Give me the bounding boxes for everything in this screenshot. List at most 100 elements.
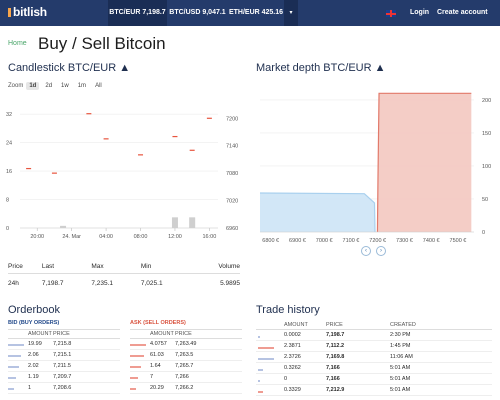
bid-depth-bar xyxy=(8,344,24,346)
ticker-eth-eur[interactable]: ETH/EUR 425.16 xyxy=(228,9,284,16)
zoom-2d-button[interactable]: 2d xyxy=(45,83,53,89)
depth-next-button[interactable]: › xyxy=(376,246,386,256)
bid-title: BID (BUY ORDERS) xyxy=(8,320,60,326)
depth-prev-button[interactable]: ‹ xyxy=(361,246,371,256)
volume-bar[interactable] xyxy=(171,217,178,228)
bid-header-row: AMOUNT PRICE xyxy=(8,329,120,339)
trade-amount-text: 0.0002 xyxy=(284,332,301,338)
create-account-link[interactable]: Create account xyxy=(437,9,488,16)
trade-amount: 0.0002 xyxy=(256,332,326,338)
bid-price-header: PRICE xyxy=(53,331,70,337)
bid-amount-header: AMOUNT xyxy=(28,331,52,337)
bid-order-row[interactable]: 2.02 7,211.5 xyxy=(8,361,120,372)
trade-price: 7,212.9 xyxy=(326,387,345,393)
trade-history-title: Trade history xyxy=(256,304,320,316)
ask-order-row[interactable]: 4.0757 7,263.49 xyxy=(130,339,242,350)
logo-text: bitlish xyxy=(13,5,47,19)
ask-amount: 61.03 xyxy=(130,352,175,358)
trade-row[interactable]: 2.3871 7,112.2 1:45 PM xyxy=(256,341,492,352)
candle[interactable] xyxy=(172,135,178,138)
bid-order-row[interactable]: 1.19 7,209.7 xyxy=(8,372,120,383)
ask-amount-text: 7 xyxy=(150,374,154,380)
zoom-1w-button[interactable]: 1w xyxy=(61,83,69,89)
candle[interactable] xyxy=(138,154,144,156)
candle[interactable] xyxy=(206,117,212,119)
depth-x-tick: 7300 € xyxy=(396,238,413,244)
zoom-all-button[interactable]: All xyxy=(95,83,102,89)
ask-amount-text: 1.64 xyxy=(150,363,161,369)
trade-amount: 0.3262 xyxy=(256,365,326,371)
trade-amount-text: 0 xyxy=(284,376,288,382)
trade-row[interactable]: 2.3726 7,169.8 11:06 AM xyxy=(256,352,492,363)
bid-order-row[interactable]: 19.99 7,215.8 xyxy=(8,339,120,350)
zoom-1d-button[interactable]: 1d xyxy=(26,82,40,90)
bid-order-row[interactable]: 2.06 7,215.1 xyxy=(8,350,120,361)
zoom-1m-button[interactable]: 1m xyxy=(77,83,87,89)
depth-bid-line xyxy=(259,192,376,233)
ask-amount-header: AMOUNT xyxy=(150,331,174,337)
bid-order-row[interactable]: 1 7,208.6 xyxy=(8,383,120,394)
candle-y-right-tick: 6960 xyxy=(226,226,238,232)
stats-header-last: Last xyxy=(41,260,92,274)
candle[interactable] xyxy=(103,138,109,140)
depth-y-tick: 50 xyxy=(482,197,488,203)
stats-table: Price Last Max Min Volume 24h 7,198.7 7,… xyxy=(8,260,240,290)
bid-amount-text: 19.99 xyxy=(28,341,42,347)
ask-depth-bar xyxy=(130,377,138,379)
ticker-dropdown-caret-icon[interactable]: ▾ xyxy=(284,0,298,26)
ask-amount: 7 xyxy=(130,374,175,380)
ask-price: 7,265.7 xyxy=(175,363,194,369)
ask-order-row[interactable]: 7 7,266 xyxy=(130,372,242,383)
candlestick-chart[interactable]: 0 8 16 24 32 6960 7020 7080 7140 7200 20:00 24. Mar… xyxy=(0,92,246,246)
candle[interactable] xyxy=(86,113,92,115)
ask-amount-text: 4.0757 xyxy=(150,341,167,347)
breadcrumb-home[interactable]: Home xyxy=(8,40,27,47)
depth-ask-area[interactable] xyxy=(377,93,472,232)
candle[interactable] xyxy=(189,149,195,151)
stats-header-min: Min xyxy=(140,260,191,274)
trade-size-bar xyxy=(258,391,263,393)
trade-created: 11:06 AM xyxy=(390,354,413,360)
trade-price-header: PRICE xyxy=(326,321,343,328)
depth-x-tick: 7200 € xyxy=(369,238,386,244)
candle[interactable] xyxy=(51,172,57,174)
bid-amount: 1 xyxy=(8,385,53,391)
trade-row[interactable]: 0.3329 7,212.9 5:01 AM xyxy=(256,385,492,396)
volume-bar[interactable] xyxy=(60,225,67,228)
volume-bar[interactable] xyxy=(189,217,196,228)
stats-period: 24h xyxy=(8,280,19,287)
depth-x-tick: 6900 € xyxy=(289,238,306,244)
ask-order-row[interactable]: 1.64 7,265.7 xyxy=(130,361,242,372)
trade-amount-header: AMOUNT xyxy=(284,321,308,328)
market-depth-chart[interactable]: 0 50 100 150 200 6800 € 6900 € 7000 € 7100 € 7200… xyxy=(254,80,496,260)
ask-order-row[interactable]: 61.03 7,263.5 xyxy=(130,350,242,361)
login-link[interactable]: Login xyxy=(410,9,430,16)
trade-row[interactable]: 0.0002 7,198.7 2:30 PM xyxy=(256,330,492,341)
candle-x-tick: 20:00 xyxy=(30,234,44,240)
ticker-btc-eur[interactable]: BTC/EUR 7,198.7 xyxy=(108,0,167,26)
ask-price: 7,263.5 xyxy=(175,352,194,358)
trade-created: 1:45 PM xyxy=(390,343,411,349)
ask-order-row[interactable]: 20.29 7,266.2 xyxy=(130,383,242,394)
trade-price: 7,112.2 xyxy=(326,343,345,349)
logo[interactable]: bitlish xyxy=(8,5,47,19)
candle-x-tick: 24. Mar xyxy=(62,234,81,240)
logo-mark-icon xyxy=(8,8,11,17)
candle-y-right-tick: 7140 xyxy=(226,144,238,150)
candle[interactable] xyxy=(26,167,32,170)
trade-amount: 2.3726 xyxy=(256,354,326,360)
trade-row[interactable]: 0 7,166 5:01 AM xyxy=(256,374,492,385)
depth-bid-area[interactable] xyxy=(260,193,376,232)
trade-created: 5:01 AM xyxy=(390,376,411,382)
bid-price: 7,215.1 xyxy=(53,352,72,358)
trade-price: 7,166 xyxy=(326,365,340,371)
trade-row[interactable]: 0.3262 7,166 5:01 AM xyxy=(256,363,492,374)
uk-flag-icon[interactable] xyxy=(386,10,396,17)
trade-created: 5:01 AM xyxy=(390,365,411,371)
ticker-btc-usd[interactable]: BTC/USD 9,047.1 xyxy=(169,9,226,16)
candle-y-left-tick: 0 xyxy=(6,226,9,232)
candle-y-left-tick: 24 xyxy=(6,141,12,147)
candle-x-tick: 08:00 xyxy=(134,234,148,240)
depth-y-tick: 0 xyxy=(482,230,485,236)
ask-price: 7,266.2 xyxy=(175,385,194,391)
